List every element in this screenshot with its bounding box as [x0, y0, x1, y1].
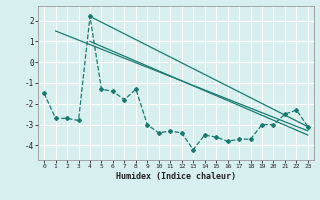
- X-axis label: Humidex (Indice chaleur): Humidex (Indice chaleur): [116, 172, 236, 181]
